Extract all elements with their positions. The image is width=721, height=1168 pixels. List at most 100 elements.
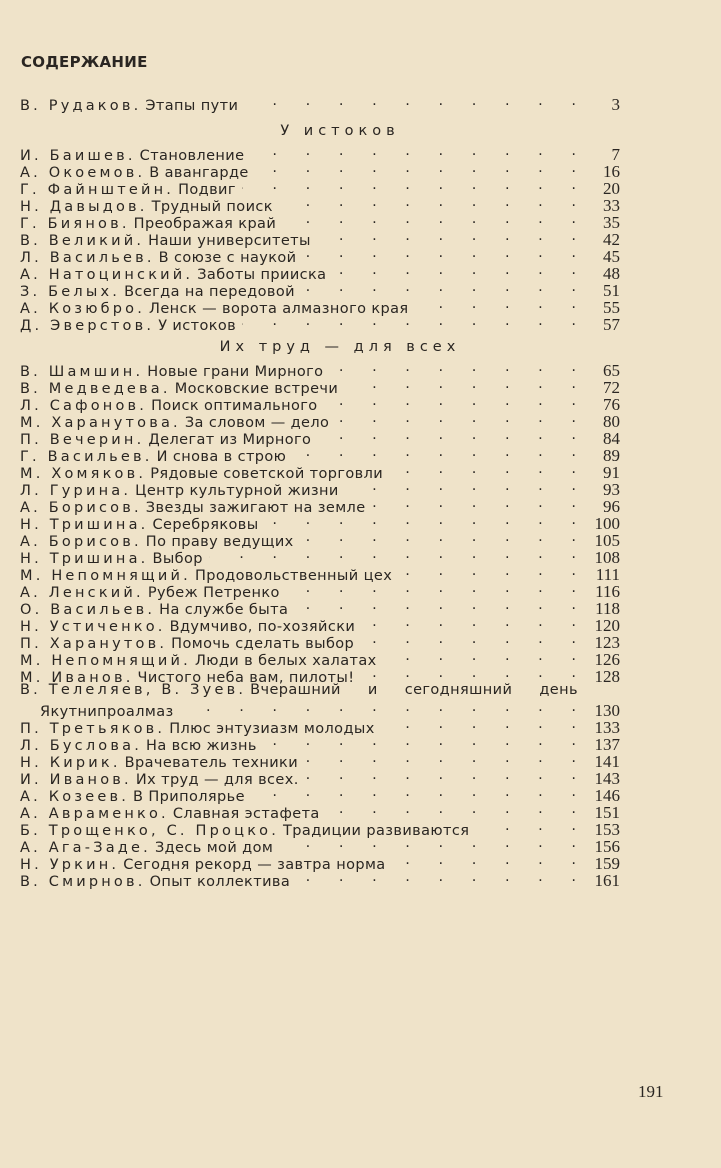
- dot-leader: [279, 194, 588, 211]
- section-heading: Их труд — для всех: [219, 339, 461, 355]
- dot-leader: [286, 580, 588, 597]
- toc-entry: М. Непомнящий.Люди в белых халатах 126: [20, 648, 620, 669]
- entry-title: Наши университеты: [148, 233, 311, 249]
- entry-title: Делегат из Мирного: [148, 432, 312, 448]
- toc-entry: М. Хомяков.Рядовые советской торговли 91: [20, 461, 620, 482]
- entry-author: А. Козюбро.: [20, 301, 146, 317]
- entry-author: П. Третьяков.: [20, 721, 166, 737]
- dot-leader: [265, 512, 588, 529]
- dot-leader: [344, 376, 588, 393]
- entry-page: 51: [603, 281, 620, 300]
- entry-page: 20: [603, 179, 620, 198]
- dot-leader: [251, 784, 588, 801]
- entry-page: 72: [603, 378, 620, 397]
- entry-author: П. Вечерин.: [20, 432, 145, 448]
- entry-author: А. Ленский.: [20, 585, 144, 601]
- toc-entry: А. Натоцинский.Заботы прииска 48: [20, 262, 620, 283]
- entry-author: М. Харанутова.: [20, 415, 181, 431]
- dot-leader: [304, 750, 588, 767]
- entry-author: В. Медведева.: [20, 381, 171, 397]
- entry-page: 130: [594, 701, 621, 720]
- entry-page: 35: [603, 213, 620, 232]
- entry-title: Серебряковы: [152, 517, 259, 533]
- entry-page: 111: [595, 565, 620, 584]
- toc-entry: Н. Устиченко.Вдумчиво, по-хозяйски 120: [20, 614, 621, 635]
- dot-leader: [305, 767, 588, 784]
- entry-author: Г. Файнштейн.: [20, 182, 175, 198]
- entry-author: Л. Буслова.: [20, 738, 143, 754]
- toc-entry: А. Ага-Заде.Здесь мой дом 156: [20, 835, 620, 856]
- entry-page: 89: [603, 446, 620, 465]
- entry-author: А. Козеев.: [20, 789, 130, 805]
- entry-page: 143: [594, 769, 621, 788]
- entry-author: П. Харанутов.: [20, 636, 168, 652]
- toc-entry: М. Иванов.Чистого неба вам, пилоты! 128: [20, 665, 620, 686]
- entry-title: В Приполярье: [133, 789, 245, 805]
- entry-author: Н. Тришина.: [20, 517, 149, 533]
- entry-author: В. Рудаков.: [20, 98, 142, 114]
- section-heading: У истоков: [280, 123, 400, 139]
- entry-page: 133: [594, 718, 621, 737]
- entry-author: Н. Устиченко.: [20, 619, 166, 635]
- toc-entry: В. Рудаков. Этапы пути 3: [20, 93, 620, 114]
- dot-leader: [326, 801, 588, 818]
- entry-title: У истоков: [158, 318, 237, 334]
- entry-title-continuation: Якутнипроалмаз: [40, 704, 174, 720]
- entry-page: 91: [603, 463, 620, 482]
- entry-page: 65: [603, 361, 620, 380]
- entry-title: В авангарде: [149, 165, 249, 181]
- entry-page: 120: [594, 616, 621, 635]
- dot-leader: [300, 529, 588, 546]
- entry-title: Центр культурной жизни: [135, 483, 339, 499]
- entry-author: О. Васильев.: [20, 602, 156, 618]
- entry-page: 118: [595, 599, 620, 618]
- entry-author: А. Борисов.: [20, 500, 142, 516]
- toc-entry: В. Великий.Наши университеты 42: [20, 228, 620, 249]
- entry-title: Московские встречи: [174, 381, 339, 397]
- toc-entry: Н. Тришина.Серебряковы 100: [20, 512, 621, 533]
- entry-page: 76: [603, 395, 620, 414]
- entry-page: 116: [595, 582, 620, 601]
- dot-leader: [263, 733, 588, 750]
- entry-title: Выбор: [152, 551, 203, 567]
- dot-leader: [242, 313, 588, 330]
- entry-page: 141: [594, 752, 621, 771]
- dot-leader: [372, 495, 588, 512]
- entry-page: 48: [603, 264, 620, 283]
- entry-title: Этапы пути: [145, 98, 239, 114]
- page-number: 191: [638, 1082, 664, 1101]
- entry-title: Врачеватель техники: [124, 755, 299, 771]
- entry-author: Г. Биянов.: [20, 216, 130, 232]
- entry-author: В. Шамшин.: [20, 364, 144, 380]
- toc-entry: О. Васильев.На службе быта 118: [20, 597, 620, 618]
- dot-leader: [389, 461, 588, 478]
- entry-title: Славная эстафета: [172, 806, 320, 822]
- entry-page: 57: [603, 315, 620, 334]
- toc-entry: В. Шамшин.Новые грани Мирного 65: [20, 359, 620, 380]
- dot-leader: [250, 143, 588, 160]
- entry-page: 84: [603, 429, 620, 448]
- dot-leader: [332, 262, 588, 279]
- entry-author: А. Окоемов.: [20, 165, 146, 181]
- toc-entry-continuation: Якутнипроалмаз 130: [20, 699, 621, 720]
- entry-author: А. Ага-Заде.: [20, 840, 151, 856]
- entry-page: 96: [603, 497, 620, 516]
- entry-title: И снова в строю: [156, 449, 287, 465]
- entry-page: 105: [594, 531, 621, 550]
- entry-title: Становление: [139, 148, 245, 164]
- entry-author: А. Авраменко.: [20, 806, 169, 822]
- entry-title: Трудный поиск: [151, 199, 273, 215]
- dot-leader: [292, 444, 588, 461]
- entry-page: 100: [594, 514, 621, 533]
- entry-author: А. Натоцинский.: [20, 267, 194, 283]
- toc-entry: Г. Файнштейн.Подвиг 20: [20, 177, 620, 198]
- entry-author: И. Иванов.: [20, 772, 132, 788]
- toc-entry: Н. Тришина.Выбор 108: [20, 546, 621, 567]
- entry-title: Опыт коллектива: [149, 874, 291, 890]
- entry-author: Л. Гурина.: [20, 483, 132, 499]
- toc-entry: А. Окоемов.В авангарде 16: [20, 160, 620, 181]
- toc-entry: Г. Биянов.Преображая край 35: [20, 211, 620, 232]
- toc-entry: З. Белых.Всегда на передовой 51: [20, 279, 620, 300]
- entry-page: 108: [594, 548, 621, 567]
- entry-author: В. Великий.: [20, 233, 145, 249]
